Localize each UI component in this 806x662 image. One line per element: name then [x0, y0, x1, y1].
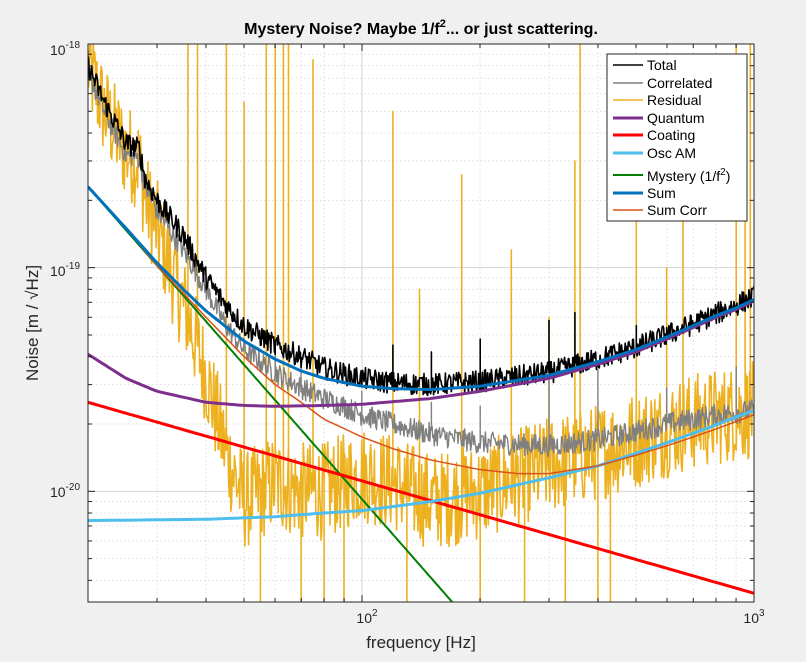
legend-label-quantum: Quantum [647, 110, 705, 126]
legend-label-sum: Sum [647, 185, 676, 201]
legend-label-correlated: Correlated [647, 75, 712, 91]
tick-marks [87, 43, 755, 602]
x-tick-label-1000: 103 [743, 608, 765, 626]
legend-swatches [613, 64, 643, 211]
legend-label-osc-am: Osc AM [647, 145, 696, 161]
series-line-total [88, 56, 754, 397]
axes-frame [87, 43, 755, 603]
series-line-residual [88, 44, 754, 602]
legend: Total Correlated Residual Quantum Coatin… [606, 53, 748, 222]
chart-title: Mystery Noise? Maybe 1/f2... or just sca… [244, 18, 598, 38]
legend-label-coating: Coating [647, 127, 695, 143]
series-line-sum [88, 185, 754, 391]
legend-label-mystery: Mystery (1/f2) [647, 167, 730, 184]
legend-label-sum-corr: Sum Corr [647, 202, 707, 218]
x-tick-label-100: 102 [356, 608, 378, 626]
legend-label-total: Total [647, 57, 677, 73]
series-line-correlated [88, 61, 754, 458]
legend-label-residual: Residual [647, 92, 701, 108]
series-line-sum-corr [88, 186, 754, 475]
x-axis-label: frequency [Hz] [366, 633, 476, 652]
series-line-osc-am [88, 408, 754, 523]
y-tick-label-1e-19: 10-19 [50, 261, 80, 279]
series-line-quantum [88, 299, 754, 408]
series-line-coating [88, 400, 754, 595]
chart-title-superscript: 2 [440, 18, 446, 30]
y-tick-label-1e-20: 10-20 [50, 482, 80, 500]
plot-area [88, 44, 754, 602]
y-tick-label-1e-18: 10-18 [50, 40, 80, 58]
y-axis-label: Noise [m / √Hz] [23, 265, 42, 381]
